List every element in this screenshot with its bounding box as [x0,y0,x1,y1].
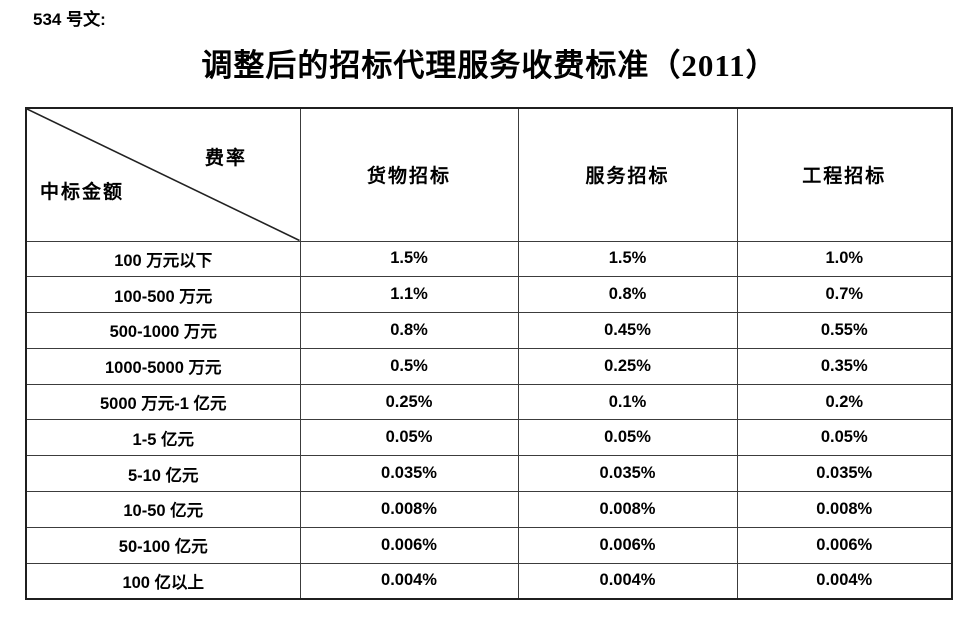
fee-rate-value: 0.006% [736,526,953,564]
fee-rate-value: 0.008% [517,491,738,528]
table-row: 100-500 万元 1.1% 0.8% 0.7% [25,276,953,314]
amount-range-label: 10-50 亿元 [25,491,301,528]
fee-rate-value: 0.05% [736,419,953,457]
fee-rate-value: 1.1% [299,276,519,314]
amount-range-label: 100 亿以上 [25,562,301,600]
corner-header-cell: 费率 中标金额 [25,107,301,242]
amount-range-label: 5000 万元-1 亿元 [25,383,301,421]
amount-range-label: 100-500 万元 [25,276,301,314]
amount-range-label: 5-10 亿元 [25,455,301,493]
page-title: 调整后的招标代理服务收费标准（2011） [201,48,778,83]
fee-rate-table: 费率 中标金额 货物招标 服务招标 工程招标 100 万元以下 1.5% 1.5… [25,107,953,600]
fee-rate-value: 0.25% [517,347,738,385]
table-row: 500-1000 万元 0.8% 0.45% 0.55% [25,312,953,349]
fee-rate-value: 0.5% [299,347,519,385]
fee-rate-value: 0.004% [517,562,738,600]
fee-rate-value: 0.006% [299,526,519,564]
amount-range-label: 50-100 亿元 [25,526,301,564]
table-row: 50-100 亿元 0.006% 0.006% 0.006% [25,526,953,564]
diagonal-divider-line [27,109,300,241]
fee-rate-value: 0.05% [517,419,738,457]
fee-rate-value: 1.0% [736,240,953,278]
fee-rate-value: 0.035% [299,455,519,493]
fee-rate-value: 0.55% [736,312,953,349]
fee-rate-value: 0.004% [299,562,519,600]
table-row: 5000 万元-1 亿元 0.25% 0.1% 0.2% [25,383,953,421]
table-row: 5-10 亿元 0.035% 0.035% 0.035% [25,455,953,493]
fee-rate-value: 0.7% [736,276,953,314]
fee-rate-value: 0.35% [736,347,953,385]
table-row: 100 亿以上 0.004% 0.004% 0.004% [25,562,953,600]
corner-label-bid-amount: 中标金额 [40,182,125,203]
fee-rate-value: 1.5% [517,240,738,278]
document-number-label: 534 号文: [33,10,106,29]
fee-rate-value: 0.008% [736,491,953,528]
fee-rate-value: 0.035% [517,455,738,493]
amount-range-label: 100 万元以下 [25,240,301,278]
table-row: 10-50 亿元 0.008% 0.008% 0.008% [25,491,953,528]
corner-label-fee-rate: 费率 [205,148,248,169]
column-header-goods-bidding: 货物招标 [299,107,519,242]
amount-range-label: 500-1000 万元 [25,312,301,349]
fee-rate-value: 0.1% [517,383,738,421]
fee-rate-value: 0.2% [736,383,953,421]
amount-range-label: 1000-5000 万元 [25,347,301,385]
fee-rate-value: 0.45% [517,312,738,349]
table-row: 1000-5000 万元 0.5% 0.25% 0.35% [25,347,953,385]
header-row: 费率 中标金额 货物招标 服务招标 工程招标 [25,107,953,242]
fee-rate-value: 0.05% [299,419,519,457]
fee-rate-value: 0.008% [299,491,519,528]
fee-rate-value: 0.8% [517,276,738,314]
amount-range-label: 1-5 亿元 [25,419,301,457]
column-header-engineering-bidding: 工程招标 [736,107,953,242]
column-header-service-bidding: 服务招标 [517,107,738,242]
fee-rate-value: 0.006% [517,526,738,564]
table-row: 100 万元以下 1.5% 1.5% 1.0% [25,240,953,278]
fee-rate-value: 1.5% [299,240,519,278]
fee-rate-value: 0.004% [736,562,953,600]
fee-rate-value: 0.035% [736,455,953,493]
table-row: 1-5 亿元 0.05% 0.05% 0.05% [25,419,953,457]
fee-rate-value: 0.8% [299,312,519,349]
fee-rate-value: 0.25% [299,383,519,421]
